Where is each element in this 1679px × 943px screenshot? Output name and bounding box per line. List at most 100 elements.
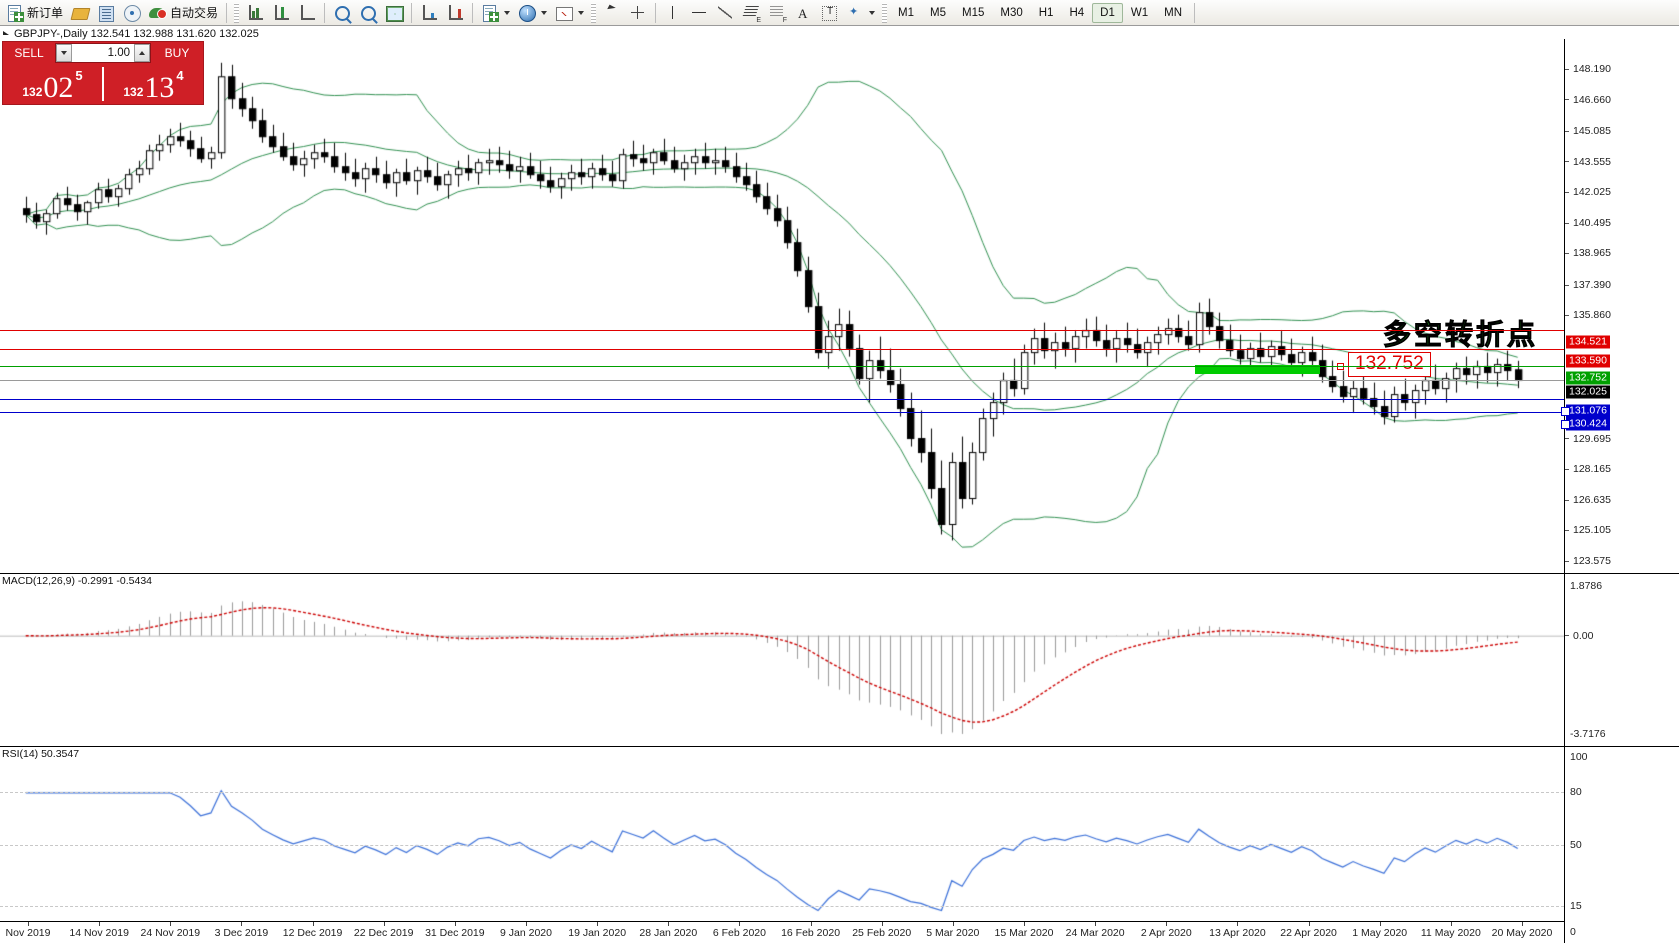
price-level-badge-resistance[interactable]: 133.590: [1566, 354, 1610, 368]
time-axis[interactable]: Nov 2019 14 Nov 2019 24 Nov 2019 3 Dec 2019…: [0, 921, 1564, 943]
macd-canvas: [0, 574, 1564, 746]
price-level-badge-resistance[interactable]: 134.521: [1566, 335, 1610, 349]
price-level-badge-pivot[interactable]: 132.752: [1566, 371, 1610, 385]
buy-button[interactable]: 132 13 4: [104, 64, 203, 104]
chart-window[interactable]: GBPJPY-,Daily 132.541 132.988 131.620 13…: [0, 27, 1679, 943]
new-order-button[interactable]: 新订单: [2, 1, 67, 25]
timeframe-m5[interactable]: M5: [930, 6, 946, 19]
chevron-down-icon-2[interactable]: [541, 10, 548, 15]
metaeditor-button[interactable]: [67, 1, 93, 25]
timeframe-h1[interactable]: H1: [1038, 6, 1054, 19]
add-indicator-icon: [481, 4, 500, 22]
toolbar-grip[interactable]: [234, 2, 240, 23]
toolbar-separator-4: [472, 2, 474, 23]
volume-value[interactable]: 1.00: [107, 47, 130, 59]
toolbar-grip-3[interactable]: [882, 2, 888, 23]
price-level-line-resistance[interactable]: [0, 348, 1564, 350]
price-plot-area[interactable]: 132.752 多空转折点: [0, 39, 1564, 573]
text-tool-button[interactable]: A: [790, 1, 816, 25]
candlestick-chart-icon: [272, 4, 290, 22]
price-level-line-pivot[interactable]: [0, 365, 1564, 367]
price-level-line-last-price[interactable]: [0, 380, 1564, 382]
rsi-scale[interactable]: 100 80 50 15 0: [1564, 747, 1679, 938]
bar-chart-button[interactable]: [242, 1, 268, 25]
time-label: 15 Mar 2020: [994, 927, 1054, 939]
time-tick: [241, 922, 243, 926]
timeframe-w1[interactable]: W1: [1130, 6, 1149, 19]
text-label-icon: [820, 4, 838, 22]
autotrading-button[interactable]: 自动交易: [145, 1, 222, 25]
time-label: 12 Dec 2019: [282, 927, 343, 939]
timeframe-h4[interactable]: H4: [1069, 6, 1085, 19]
macd-plot-area[interactable]: [0, 574, 1564, 746]
macd-pane[interactable]: MACD(12,26,9) -0.2991 -0.5434 1.8786 0.00…: [0, 573, 1679, 746]
toolbar-grip-2[interactable]: [591, 2, 597, 23]
highlight-zone[interactable]: [1195, 364, 1320, 374]
one-click-trading-panel[interactable]: SELL 1.00 BUY 132 02 5 132 13 4: [2, 41, 204, 105]
chevron-down-icon-4[interactable]: [869, 10, 876, 15]
chevron-down-icon[interactable]: [504, 10, 511, 15]
level-handle[interactable]: [1561, 420, 1570, 430]
crosshair-tool-button[interactable]: [625, 1, 651, 25]
new-order-icon: [6, 4, 24, 22]
add-indicator-button[interactable]: [477, 1, 514, 25]
chevron-down-icon-3[interactable]: [578, 10, 585, 15]
chart-shift-button[interactable]: [381, 1, 407, 25]
timeframe-m1[interactable]: M1: [898, 6, 915, 19]
templates-button[interactable]: [551, 1, 588, 25]
horizontal-line-button[interactable]: [686, 1, 712, 25]
rsi-plot-area[interactable]: [0, 747, 1564, 921]
price-scale[interactable]: 148.190 146.660 145.085 143.555 142.025 140.4…: [1561, 39, 1679, 573]
volume-decrement-button[interactable]: [56, 44, 72, 62]
zoom-out-button[interactable]: [355, 1, 381, 25]
toolbar-separator-2: [324, 2, 326, 23]
time-tick: [28, 922, 29, 926]
price-level-line-resistance[interactable]: [0, 330, 1564, 332]
price-level-badge-support[interactable]: 131.076: [1566, 404, 1610, 418]
price-level-badge-support[interactable]: 130.424: [1566, 417, 1610, 431]
callout-text[interactable]: 多空转折点: [1382, 317, 1539, 351]
price-level-line-support[interactable]: [0, 412, 1564, 414]
chart-shift-marker-button[interactable]: [442, 1, 468, 25]
vertical-line-button[interactable]: [660, 1, 686, 25]
fibonacci-button[interactable]: F: [764, 1, 790, 25]
macd-scale[interactable]: 1.8786 0.00 -3.7176: [1564, 574, 1679, 746]
shapes-icon: ✦: [849, 5, 859, 18]
timeframe-mn[interactable]: MN: [1164, 6, 1182, 19]
rsi-tick: 15: [1570, 899, 1582, 912]
time-label: 24 Nov 2019: [140, 927, 201, 939]
shapes-button[interactable]: ✦: [842, 1, 879, 25]
autoscroll-button[interactable]: [416, 1, 442, 25]
rsi-pane[interactable]: RSI(14) 50.3547 100 80 50 15 0: [0, 746, 1679, 938]
timeframe-m30[interactable]: M30: [1000, 6, 1023, 19]
clock-icon: [518, 4, 537, 22]
candlestick-chart-button[interactable]: [268, 1, 294, 25]
timeframe-m15[interactable]: M15: [962, 6, 985, 19]
volume-stepper[interactable]: 1.00: [55, 43, 151, 63]
volume-increment-button[interactable]: [134, 44, 150, 62]
line-chart-button[interactable]: [294, 1, 320, 25]
price-callout-box[interactable]: 132.752: [1348, 351, 1431, 377]
price-level-badge-last-price[interactable]: 132.025: [1566, 385, 1610, 399]
sell-button[interactable]: 132 02 5: [3, 64, 102, 104]
level-handle[interactable]: [1561, 407, 1570, 417]
period-button[interactable]: [514, 1, 551, 25]
time-tick: [810, 922, 812, 926]
cursor-tool-button[interactable]: [599, 1, 625, 25]
time-label: Nov 2019: [5, 927, 51, 939]
equidistant-channel-button[interactable]: E: [738, 1, 764, 25]
zoom-in-button[interactable]: [329, 1, 355, 25]
time-label: 20 May 2020: [1491, 927, 1553, 939]
text-label-button[interactable]: [816, 1, 842, 25]
time-tick: [526, 922, 527, 926]
trendline-button[interactable]: [712, 1, 738, 25]
price-level-line-support[interactable]: [0, 399, 1564, 401]
time-label: 24 Mar 2020: [1065, 927, 1125, 939]
signals-button[interactable]: [119, 1, 145, 25]
time-label: 31 Dec 2019: [425, 927, 485, 939]
price-divider: [102, 67, 104, 101]
timeframe-d1[interactable]: D1: [1092, 2, 1123, 23]
price-pane[interactable]: 132.752 多空转折点 148.190 146.660 145.085 143.5…: [0, 39, 1679, 573]
market-book-button[interactable]: [93, 1, 119, 25]
price-tick: 137.390: [1565, 279, 1611, 291]
